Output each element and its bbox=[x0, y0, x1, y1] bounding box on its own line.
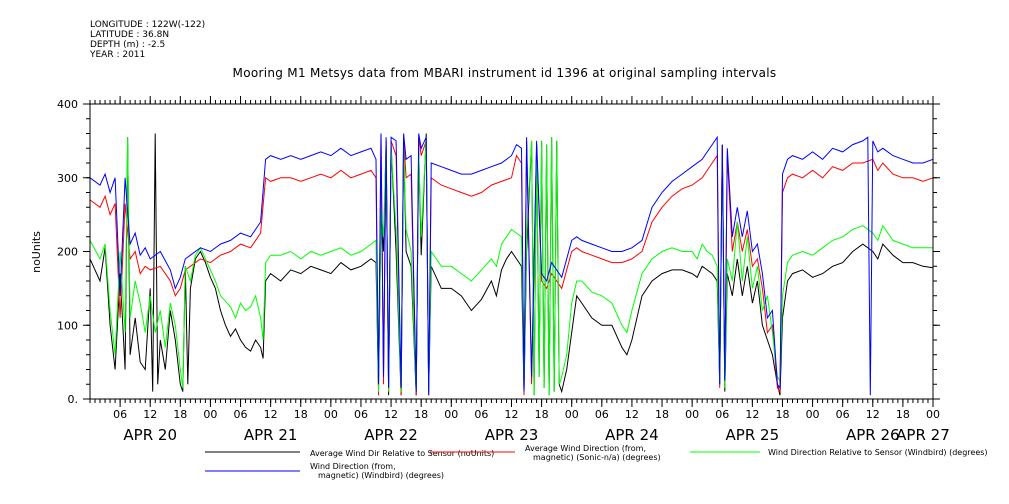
series-line-1 bbox=[89, 133, 934, 396]
y-tick-label: 400 bbox=[57, 98, 78, 111]
x-tick-label: 12 bbox=[625, 408, 639, 421]
legend-label-line: Average Wind Direction (from, bbox=[525, 444, 646, 453]
x-tick-label: 18 bbox=[294, 408, 308, 421]
x-tick-label: 12 bbox=[745, 408, 759, 421]
metadata-block: LONGITUDE : 122W(-122) LATITUDE : 36.8N … bbox=[90, 20, 205, 60]
legend-label-line: magnetic) (Windbird) (degrees) bbox=[318, 471, 444, 480]
longitude-text: LONGITUDE : 122W(-122) bbox=[90, 20, 206, 30]
x-tick-label: 12 bbox=[866, 408, 880, 421]
x-tick-label: 12 bbox=[143, 408, 157, 421]
legend-label-3: Wind Direction Relative to Sensor (Windb… bbox=[768, 448, 988, 457]
x-tick-label: 06 bbox=[595, 408, 609, 421]
date-label: APR 27 bbox=[896, 426, 950, 444]
x-tick-label: 00 bbox=[685, 408, 699, 421]
series-line-4 bbox=[89, 133, 934, 396]
year-text: YEAR : 2011 bbox=[90, 50, 146, 60]
x-tick-label: 18 bbox=[896, 408, 910, 421]
axes: 0. 100 200 300 400 06 12 18 00 06 12 18 00 06 12 18 00 06… bbox=[57, 96, 950, 444]
date-label: APR 25 bbox=[726, 426, 780, 444]
y-tick-label: 100 bbox=[57, 319, 78, 332]
plot-area bbox=[89, 133, 934, 396]
x-tick-label: 00 bbox=[324, 408, 338, 421]
legend-label-line: magnetic) (Sonic-n/a) (degrees) bbox=[533, 453, 661, 462]
date-label: APR 22 bbox=[364, 426, 418, 444]
x-tick-label: 00 bbox=[203, 408, 217, 421]
date-label: APR 24 bbox=[605, 426, 659, 444]
legend: Average Wind Dir Relative to Sensor (noU… bbox=[205, 444, 988, 480]
x-tick-label: 12 bbox=[384, 408, 398, 421]
x-tick-label: 18 bbox=[655, 408, 669, 421]
series-line-2 bbox=[89, 133, 934, 396]
y-tick-label: 0. bbox=[68, 393, 79, 406]
date-label: APR 21 bbox=[244, 426, 298, 444]
x-tick-label: 06 bbox=[474, 408, 488, 421]
x-tick-label: 06 bbox=[113, 408, 127, 421]
x-tick-label: 18 bbox=[775, 408, 789, 421]
date-label: APR 23 bbox=[485, 426, 539, 444]
x-tick-label: 00 bbox=[926, 408, 940, 421]
legend-label-1: Average Wind Dir Relative to Sensor (noU… bbox=[310, 449, 494, 458]
x-tick-label: 06 bbox=[715, 408, 729, 421]
x-tick-label: 00 bbox=[565, 408, 579, 421]
x-tick-label: 00 bbox=[444, 408, 458, 421]
y-tick-label: 300 bbox=[57, 172, 78, 185]
x-tick-label: 06 bbox=[234, 408, 248, 421]
legend-label-2: Average Wind Direction (from, magnetic) (… bbox=[525, 444, 661, 462]
legend-label-line: Wind Direction (from, bbox=[310, 462, 396, 471]
y-axis-label: noUnits bbox=[30, 231, 43, 273]
x-tick-label: 00 bbox=[806, 408, 820, 421]
x-tick-label: 06 bbox=[354, 408, 368, 421]
x-tick-label: 12 bbox=[264, 408, 278, 421]
date-label: APR 26 bbox=[846, 426, 900, 444]
x-tick-label: 12 bbox=[505, 408, 519, 421]
chart-title: Mooring M1 Metsys data from MBARI instru… bbox=[232, 66, 777, 80]
x-tick-label: 18 bbox=[414, 408, 428, 421]
x-tick-label: 18 bbox=[173, 408, 187, 421]
x-tick-label: 06 bbox=[836, 408, 850, 421]
x-tick-label: 18 bbox=[535, 408, 549, 421]
legend-label-4: Wind Direction (from, magnetic) (Windbird… bbox=[310, 462, 444, 480]
series-line-3 bbox=[89, 137, 933, 396]
y-tick-label: 200 bbox=[57, 246, 78, 259]
date-label: APR 20 bbox=[123, 426, 177, 444]
latitude-text: LATITUDE : 36.8N bbox=[90, 30, 170, 40]
depth-text: DEPTH (m) : -2.5 bbox=[90, 40, 166, 50]
